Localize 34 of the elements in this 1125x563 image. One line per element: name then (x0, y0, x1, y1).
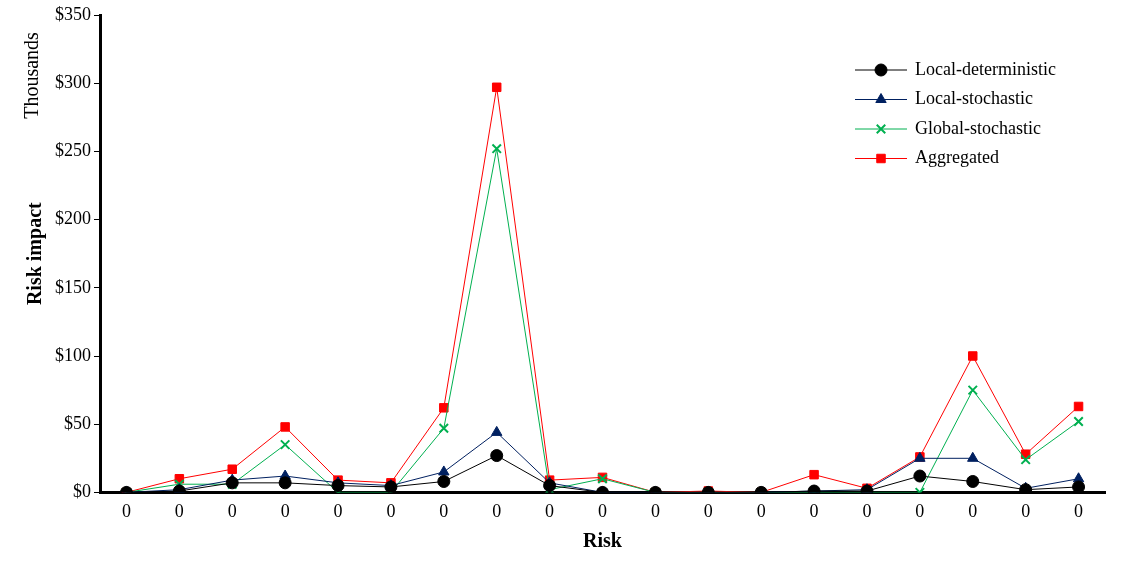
x-tick-label: 0 (174, 500, 184, 521)
x-tick-label: 0 (703, 500, 713, 521)
x-tick-label: 0 (333, 500, 343, 521)
x-tick-label: 0 (1074, 500, 1084, 521)
x-tick-label: 0 (280, 500, 290, 521)
y-tick-label: $0 (73, 481, 91, 502)
x-tick-label: 0 (756, 500, 766, 521)
x-tick-label: 0 (809, 500, 819, 521)
y-tick-label: $50 (64, 412, 91, 433)
legend-label: Global-stochastic (915, 117, 1041, 138)
y-tick-label: $150 (55, 276, 91, 297)
x-tick-label: 0 (968, 500, 978, 521)
x-tick-label: 0 (492, 500, 502, 521)
legend-label: Local-stochastic (915, 88, 1033, 109)
y-tick-label: $250 (55, 140, 91, 161)
text: Thousands (19, 31, 43, 119)
y-tick-label: $300 (55, 71, 91, 92)
legend-label: Aggregated (915, 147, 999, 168)
x-tick-label: 0 (227, 500, 237, 521)
x-tick-label: 0 (650, 500, 660, 521)
x-tick-label: 0 (545, 500, 555, 521)
x-tick-label: 0 (439, 500, 449, 521)
y-tick-label: $350 (55, 3, 91, 24)
y-tick-label: $100 (55, 344, 91, 365)
x-tick-label: 0 (862, 500, 872, 521)
x-tick-label: 0 (386, 500, 396, 521)
y-tick-label: $200 (55, 208, 91, 229)
x-tick-label: 0 (915, 500, 925, 521)
y-axis-title: Risk impact (23, 201, 47, 306)
x-axis-title: Risk (583, 529, 623, 552)
legend-label: Local-deterministic (915, 58, 1056, 79)
x-tick-label: 0 (1021, 500, 1031, 521)
x-tick-label: 0 (121, 500, 131, 521)
x-tick-label: 0 (598, 500, 607, 521)
